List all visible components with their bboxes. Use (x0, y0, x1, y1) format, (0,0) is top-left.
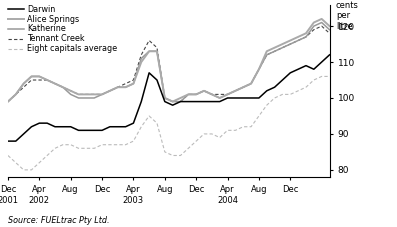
Text: cents
per
litre: cents per litre (336, 1, 359, 31)
Text: Source: FUELtrac Pty Ltd.: Source: FUELtrac Pty Ltd. (8, 216, 110, 225)
Legend: Darwin, Alice Springs, Katherine, Tennant Creek, Eight capitals average: Darwin, Alice Springs, Katherine, Tennan… (8, 5, 118, 53)
